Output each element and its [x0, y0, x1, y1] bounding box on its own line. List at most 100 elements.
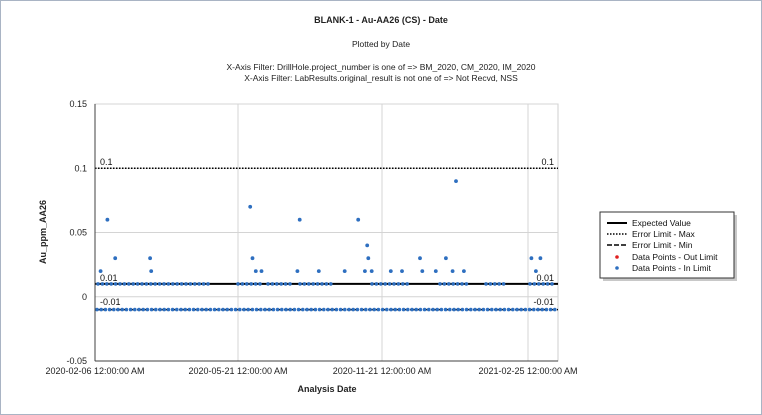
data-point-min — [183, 307, 187, 312]
data-point-min — [145, 307, 150, 312]
data-point-expected — [153, 282, 157, 286]
data-point-expected — [383, 282, 388, 286]
data-point-expected — [311, 282, 316, 286]
legend-out-limit-label: Data Points - Out Limit — [632, 252, 718, 262]
data-point-min — [485, 307, 490, 312]
data-point-min — [246, 307, 250, 312]
filter-line-1: X-Axis Filter: DrillHole.project_number … — [227, 62, 536, 72]
data-point-min — [267, 307, 272, 312]
data-point-expected — [528, 282, 532, 286]
data-point-expected — [298, 282, 302, 286]
data-point-expected — [118, 282, 122, 286]
data-point-min — [540, 307, 544, 312]
data-point — [450, 269, 455, 273]
data-point-min — [464, 307, 469, 312]
data-point — [149, 269, 154, 273]
data-point — [388, 269, 393, 273]
data-point-expected — [315, 282, 320, 286]
filter-line-2: X-Axis Filter: LabResults.original_resul… — [244, 73, 518, 83]
data-point-min — [523, 307, 528, 312]
data-point-expected — [329, 282, 333, 286]
grid-lines — [94, 103, 559, 362]
data-point-expected — [405, 282, 410, 286]
data-point-min — [313, 307, 318, 312]
data-point-min — [548, 307, 553, 312]
data-point-min — [107, 307, 112, 312]
data-point-min — [128, 307, 133, 312]
data-point-min — [305, 307, 309, 312]
data-point-min — [242, 307, 246, 312]
data-point — [462, 269, 466, 273]
data-point-min — [103, 307, 108, 312]
data-point-min — [418, 307, 423, 312]
data-point-expected — [249, 282, 253, 286]
y-tick-label: 0.15 — [69, 99, 87, 109]
data-point-min — [296, 307, 301, 312]
data-point-expected — [236, 282, 240, 286]
data-point-min — [99, 307, 103, 312]
data-point — [433, 269, 438, 273]
data-point-min — [364, 307, 368, 312]
data-point-min — [511, 307, 515, 312]
data-point-expected — [392, 282, 396, 286]
data-point-min — [498, 307, 503, 312]
limit-label-max-right: 0.1 — [541, 157, 554, 167]
data-point-expected — [379, 282, 383, 286]
data-point-expected — [193, 282, 197, 286]
data-point-expected — [270, 282, 275, 286]
data-point-expected — [493, 282, 497, 286]
data-point-expected — [537, 282, 541, 286]
data-point-min — [116, 307, 120, 312]
x-tick-label: 2020-02-06 12:00:00 AM — [45, 366, 144, 376]
data-point — [363, 269, 367, 273]
data-point-expected — [275, 282, 279, 286]
data-point-min — [431, 307, 435, 312]
data-point-min — [263, 307, 267, 312]
data-point-expected — [157, 282, 162, 286]
data-point-min — [536, 307, 540, 312]
x-tick-label: 2020-11-21 12:00:00 AM — [333, 366, 431, 376]
data-point-min — [137, 307, 141, 312]
data-point — [342, 269, 347, 273]
data-point-expected — [201, 282, 206, 286]
data-point-expected — [324, 282, 329, 286]
data-point-expected — [166, 282, 171, 286]
data-point-expected — [105, 282, 109, 286]
data-point-min — [233, 307, 238, 312]
chart-subtitle: Plotted by Date — [352, 39, 410, 49]
data-point-min — [553, 307, 557, 312]
data-point-expected — [122, 282, 127, 286]
data-point-min — [330, 307, 335, 312]
data-point-expected — [488, 282, 493, 286]
data-point-min — [477, 307, 482, 312]
data-point — [98, 269, 103, 273]
data-point-min — [355, 307, 360, 312]
data-point-min — [544, 307, 549, 312]
data-point-expected — [162, 282, 166, 286]
data-point-min — [158, 307, 162, 312]
data-point-expected — [464, 282, 469, 286]
data-point-expected — [109, 282, 113, 286]
data-point-min — [259, 307, 263, 312]
data-point — [418, 256, 422, 261]
data-point-expected — [144, 282, 149, 286]
data-point-min — [448, 307, 452, 312]
data-point-expected — [497, 282, 502, 286]
data-point-min — [376, 307, 381, 312]
data-point-expected — [175, 282, 179, 286]
data-point-min — [515, 307, 519, 312]
data-point-expected — [396, 282, 401, 286]
data-point-min — [422, 307, 427, 312]
data-point-expected — [100, 282, 105, 286]
data-points — [95, 179, 557, 312]
data-point-min — [368, 307, 372, 312]
data-point-min — [221, 307, 225, 312]
data-point-min — [141, 307, 145, 312]
data-point-min — [309, 307, 314, 312]
data-point-expected — [541, 282, 545, 286]
data-point-min — [443, 307, 448, 312]
data-point-min — [166, 307, 171, 312]
data-point-min — [225, 307, 229, 312]
data-point-min — [284, 307, 288, 312]
data-point-expected — [460, 282, 464, 286]
